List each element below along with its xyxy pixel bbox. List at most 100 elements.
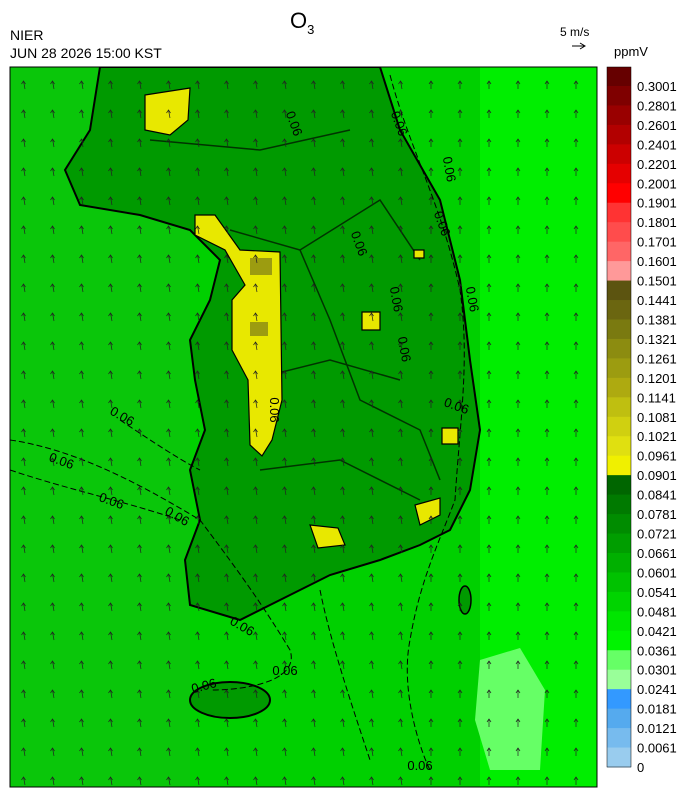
wind-arrow	[108, 660, 113, 670]
wind-arrow	[311, 80, 316, 90]
wind-arrow	[311, 718, 316, 728]
wind-arrow	[253, 196, 258, 206]
wind-arrow	[544, 631, 550, 640]
wind-arrow	[428, 196, 434, 205]
wind-arrow	[21, 312, 26, 322]
contour-label: 0.06	[387, 285, 406, 313]
wind-arrow	[544, 138, 550, 147]
wind-arrow	[340, 341, 345, 351]
wind-arrow	[108, 457, 113, 467]
colorbar-label: 0.0121	[637, 721, 677, 736]
wind-arrow	[515, 776, 521, 785]
wind-arrow	[398, 660, 403, 670]
wind-arrow	[311, 138, 316, 148]
wind-arrow	[515, 283, 521, 292]
colorbar-swatch	[607, 552, 631, 573]
wind-arrow	[108, 254, 113, 264]
colorbar-label: 0.1601	[637, 254, 677, 269]
wind-arrow	[282, 138, 287, 148]
wind-arrow	[79, 631, 84, 641]
wind-arrow	[457, 167, 463, 176]
wind-arrow	[457, 109, 463, 118]
wind-arrow	[515, 486, 521, 495]
wind-arrow	[573, 399, 579, 408]
wind-arrow	[311, 776, 316, 786]
wind-arrow	[108, 602, 113, 612]
wind-arrow	[428, 631, 434, 640]
wind-arrow	[282, 718, 287, 728]
wind-arrow	[195, 718, 200, 728]
wind-arrow	[137, 689, 142, 699]
wind-arrow	[137, 747, 142, 757]
wind-arrow	[340, 167, 345, 177]
wind-arrow	[137, 196, 142, 206]
wind-arrow	[398, 428, 403, 438]
wind-arrow	[50, 573, 55, 583]
wind-arrow	[457, 138, 463, 147]
wind-arrow	[137, 718, 142, 728]
wind-arrow	[282, 428, 287, 438]
wind-arrow	[340, 631, 345, 641]
wind-arrow	[224, 602, 229, 612]
colorbar-label: 0.1801	[637, 215, 677, 230]
wind-arrow	[457, 341, 463, 350]
wind-arrow	[108, 80, 113, 90]
colorbar-label: 0.2201	[637, 157, 677, 172]
wind-arrow	[573, 80, 579, 89]
wind-arrow	[486, 602, 492, 611]
wind-arrow	[137, 631, 142, 641]
wind-arrow	[544, 486, 550, 495]
wind-arrow	[282, 515, 287, 525]
wind-arrow	[79, 254, 84, 264]
wind-arrow	[79, 80, 84, 90]
wind-arrow	[21, 776, 26, 786]
wind-arrow	[340, 283, 345, 293]
wind-arrow	[108, 312, 113, 322]
wind-arrow	[137, 457, 142, 467]
wind-arrow	[137, 776, 142, 786]
colorbar-label: 0.1201	[637, 371, 677, 386]
colorbar-swatch	[607, 630, 631, 651]
wind-arrow	[137, 370, 142, 380]
wind-arrow	[369, 747, 374, 757]
wind-arrow	[166, 515, 171, 525]
wind-arrow	[573, 312, 579, 321]
wind-arrow	[137, 254, 142, 264]
wind-arrow	[486, 689, 492, 698]
wind-arrow	[137, 486, 142, 496]
wind-arrow	[79, 718, 84, 728]
contour-label: 0.06	[272, 663, 297, 678]
wind-arrow	[282, 486, 287, 496]
colorbar-frame	[606, 66, 632, 768]
colorbar-label: 0.0961	[637, 449, 677, 464]
wind-arrow	[311, 283, 316, 293]
wind-arrow	[340, 515, 345, 525]
wind-arrow	[544, 747, 550, 756]
wind-arrow	[398, 341, 403, 351]
wind-arrow	[515, 602, 521, 611]
wind-arrow	[369, 602, 374, 612]
wind-arrow	[253, 138, 258, 148]
wind-arrow	[398, 544, 403, 554]
colorbar-swatch	[607, 689, 631, 710]
wind-arrow	[224, 718, 229, 728]
wind-arrow	[79, 312, 84, 322]
wind-arrow	[398, 312, 403, 322]
wind-arrow	[108, 718, 113, 728]
wind-arrow	[108, 515, 113, 525]
colorbar-swatch	[607, 747, 631, 768]
wind-arrow	[573, 718, 579, 727]
wind-arrow	[253, 167, 258, 177]
wind-arrow	[282, 399, 287, 409]
contour-label: 0.06	[395, 335, 414, 363]
colorbar-label: 0.2001	[637, 176, 677, 191]
wind-arrow	[340, 718, 345, 728]
wind-arrow	[573, 370, 579, 379]
wind-arrow	[79, 776, 84, 786]
wind-arrow	[515, 225, 521, 234]
wind-arrow	[398, 515, 403, 525]
wind-arrow	[544, 399, 550, 408]
wind-arrow	[195, 370, 200, 380]
colorbar-swatch	[607, 475, 631, 496]
wind-arrow	[428, 544, 434, 553]
